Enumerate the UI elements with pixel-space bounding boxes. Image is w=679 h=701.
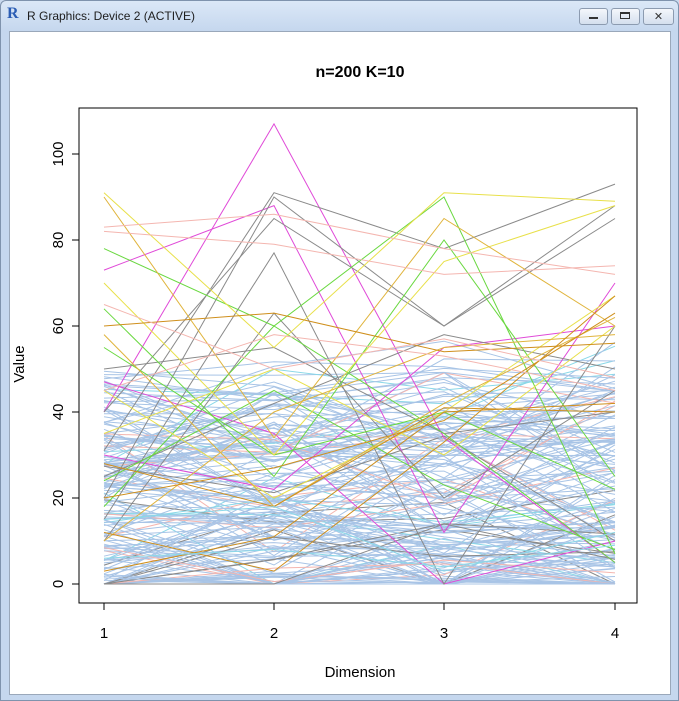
minimize-icon xyxy=(589,17,598,19)
series-line xyxy=(103,478,616,539)
series-line xyxy=(103,196,616,555)
y-tick-label: 0 xyxy=(50,580,67,588)
series-line xyxy=(103,410,616,468)
series-line xyxy=(103,526,616,555)
series-line xyxy=(103,192,616,349)
series-line xyxy=(103,312,616,499)
series-line xyxy=(103,183,616,451)
chart-title: n=200 K=10 xyxy=(316,64,405,81)
series-line xyxy=(103,383,616,502)
x-tick-label: 4 xyxy=(611,625,619,642)
maximize-button[interactable] xyxy=(611,8,640,25)
series-line xyxy=(103,334,616,477)
series-line xyxy=(103,386,616,441)
series-line xyxy=(103,196,616,439)
close-icon: ✕ xyxy=(653,10,664,23)
series-line xyxy=(103,205,616,413)
x-tick-label: 3 xyxy=(440,625,448,642)
y-axis-label: Value xyxy=(11,345,28,382)
series-line xyxy=(103,304,616,379)
series-line xyxy=(103,384,616,456)
series-line xyxy=(103,392,616,476)
minimize-button[interactable] xyxy=(579,8,608,25)
series-line xyxy=(103,312,616,353)
series-line xyxy=(103,441,616,499)
r-logo-icon: R xyxy=(7,5,19,22)
series-line xyxy=(103,251,616,585)
series-line xyxy=(103,557,616,585)
series-line xyxy=(103,422,616,484)
series-line xyxy=(103,558,616,584)
x-tick-label: 1 xyxy=(100,625,108,642)
series-line xyxy=(103,547,616,583)
y-tick-label: 60 xyxy=(50,318,67,335)
series-line xyxy=(103,516,616,585)
series-line xyxy=(103,506,616,525)
series-line xyxy=(103,361,616,392)
series-line xyxy=(103,418,616,505)
series-line xyxy=(103,393,616,444)
series-line xyxy=(103,295,616,572)
series-line xyxy=(103,469,616,568)
series-line xyxy=(104,523,616,585)
series-line xyxy=(103,371,616,472)
series-line xyxy=(103,442,616,541)
series-line xyxy=(103,467,616,529)
series-line xyxy=(103,325,616,456)
series-line xyxy=(103,455,616,568)
series-line xyxy=(103,312,616,542)
y-tick-label: 100 xyxy=(50,141,67,166)
series-line xyxy=(103,501,616,585)
series-line xyxy=(103,381,616,585)
x-axis-label: Dimension xyxy=(325,664,396,681)
series-line xyxy=(103,544,616,568)
series-line xyxy=(103,500,616,561)
title-bar[interactable]: R R Graphics: Device 2 (ACTIVE) ✕ xyxy=(1,1,678,31)
series-line xyxy=(103,465,616,541)
series-line xyxy=(103,435,616,542)
window-title: R Graphics: Device 2 (ACTIVE) xyxy=(27,9,196,23)
series-line xyxy=(103,512,616,564)
series-line xyxy=(103,346,616,435)
series-line xyxy=(103,334,616,391)
series-line xyxy=(103,389,616,551)
series-line xyxy=(103,462,616,566)
series-line xyxy=(103,205,616,456)
series-line xyxy=(103,479,616,585)
series-line xyxy=(103,412,616,494)
series-line xyxy=(103,575,616,585)
series-line xyxy=(103,506,616,572)
series-line xyxy=(103,406,616,507)
y-tick-label: 80 xyxy=(50,232,67,249)
series-line xyxy=(103,122,616,563)
x-tick-label: 2 xyxy=(270,625,278,642)
series-line xyxy=(103,230,616,275)
maximize-icon xyxy=(620,12,630,19)
series-line xyxy=(103,370,616,440)
series-line xyxy=(103,497,616,524)
line-chart: n=200 K=10 Dimension Value 1 2 3 4020406080… xyxy=(11,64,638,681)
series-line xyxy=(103,334,616,542)
series-line xyxy=(103,561,616,585)
series-line xyxy=(103,546,616,585)
series-line xyxy=(103,392,616,499)
series-line xyxy=(103,515,616,557)
plot-canvas: n=200 K=10 Dimension Value 1 2 3 4 0 20 40 60 80… xyxy=(9,31,671,695)
series-line xyxy=(103,482,616,503)
series-line xyxy=(103,510,616,568)
series-line xyxy=(103,376,616,464)
series-lines xyxy=(103,122,616,585)
y-tick-label: 40 xyxy=(50,404,67,421)
close-button[interactable]: ✕ xyxy=(643,8,674,25)
series-line xyxy=(103,316,616,508)
y-tick-label: 20 xyxy=(50,490,67,507)
series-line xyxy=(103,213,616,275)
series-line xyxy=(103,407,616,508)
